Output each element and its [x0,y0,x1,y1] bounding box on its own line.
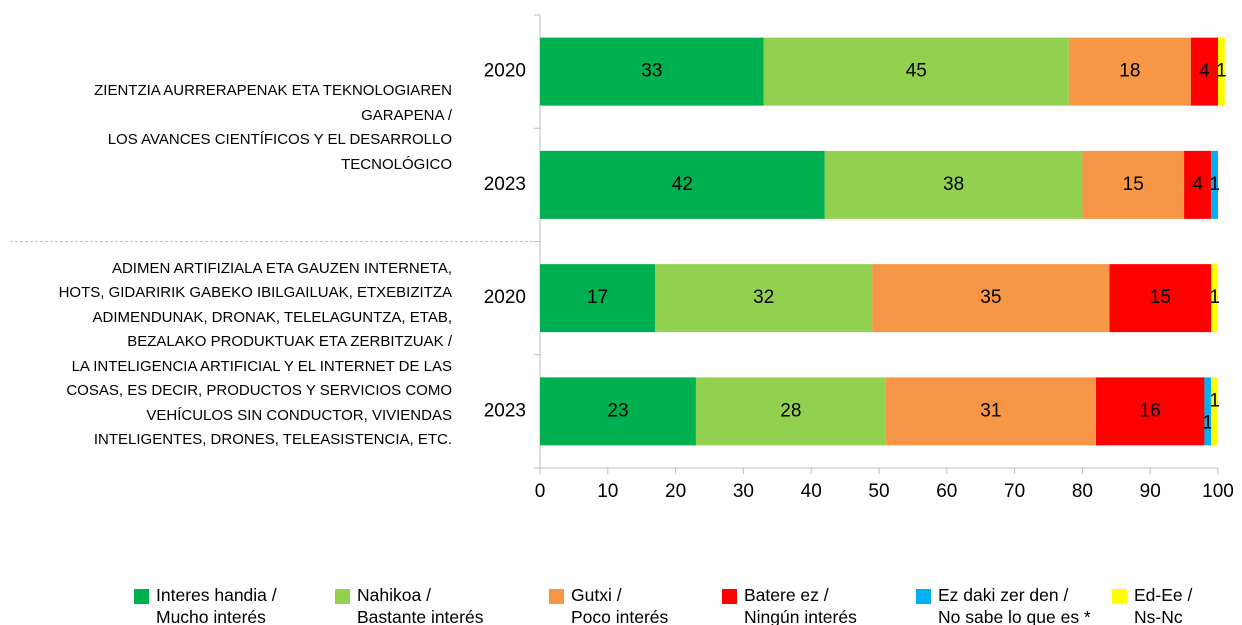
data-label: 15 [1123,174,1144,195]
data-label: 42 [672,174,693,195]
bar-segment [1204,377,1212,446]
legend-label: Nahikoa / Bastante interés [357,585,484,625]
bar-segment [655,264,873,333]
legend-item: Batere ez / Ningún interés [722,584,857,625]
x-tick-label: 80 [1072,481,1093,502]
data-label: 35 [980,287,1001,308]
bar-segment [540,264,656,333]
legend-item: Ed-Ee / Ns-Nc [1112,584,1192,625]
bar-segment [1095,377,1205,446]
legend-item: Ez daki zer den / No sabe lo que es * [916,584,1091,625]
x-tick-label: 100 [1202,481,1234,502]
legend-label: Gutxi / Poco interés [571,585,669,625]
bar-segment [824,150,1083,219]
x-tick-label: 40 [801,481,822,502]
bar-segment [1211,150,1218,219]
x-tick-label: 90 [1140,481,1161,502]
legend-item: Interes handia / Mucho interés [134,584,277,625]
data-label: 32 [753,287,774,308]
legend-item: Nahikoa / Bastante interés [335,584,483,625]
x-tick-label: 60 [936,481,957,502]
data-label: 1 [1203,412,1214,433]
bar-segment [1109,264,1212,333]
legend-item: Gutxi / Poco interés [549,584,668,625]
y-tick-label: 2023 [484,400,526,421]
x-tick-label: 30 [733,481,754,502]
legend-label: Interes handia / Mucho interés [156,585,277,625]
data-label: 38 [943,174,964,195]
group-label: ADIMEN ARTIFIZIALA ETA GAUZEN INTERNETA,… [58,259,452,449]
data-label: 28 [780,400,801,421]
legend-swatch [722,589,737,604]
data-label: 1 [1209,174,1220,195]
legend-swatch [549,589,564,604]
legend-swatch [916,589,931,604]
bar-segment [1211,264,1218,333]
bar-segment [540,150,825,219]
bar-segment [1190,37,1218,106]
y-tick-label: 2020 [484,61,526,82]
data-label: 16 [1140,400,1161,421]
data-label: 33 [641,61,662,82]
legend-label: Ed-Ee / Ns-Nc [1134,585,1193,625]
bar-segment [1068,37,1191,106]
data-label: 4 [1192,174,1203,195]
legend-swatch [1112,589,1127,604]
y-tick-label: 2023 [484,174,526,195]
x-tick-label: 0 [535,481,546,502]
data-label: 15 [1150,287,1171,308]
bar-segment [763,37,1069,106]
data-label: 4 [1199,61,1210,82]
data-label: 17 [587,287,608,308]
legend-swatch [134,589,149,604]
data-label: 31 [980,400,1001,421]
bar-segment [872,264,1110,333]
bar-segment [1211,377,1218,446]
legend-label: Ez daki zer den / No sabe lo que es * [938,585,1091,625]
bar-segment [540,377,696,446]
x-tick-label: 10 [597,481,618,502]
x-tick-label: 50 [868,481,889,502]
group-label: ZIENTZIA AURRERAPENAK ETA TEKNOLOGIAREN … [94,82,452,173]
bar-segment [695,377,886,446]
data-label: 1 [1209,287,1220,308]
data-label: 1 [1209,390,1220,411]
data-label: 45 [906,61,927,82]
data-label: 23 [607,400,628,421]
legend-label: Batere ez / Ningún interés [744,585,857,625]
bar-segment [1218,37,1225,106]
x-tick-label: 70 [1004,481,1025,502]
x-tick-label: 20 [665,481,686,502]
bar-segment [1184,150,1212,219]
bar-segment [1082,150,1185,219]
y-tick-label: 2020 [484,287,526,308]
data-label: 18 [1119,61,1140,82]
data-label: 1 [1216,61,1227,82]
bar-segment [540,37,764,106]
bar-segment [885,377,1096,446]
legend-swatch [335,589,350,604]
